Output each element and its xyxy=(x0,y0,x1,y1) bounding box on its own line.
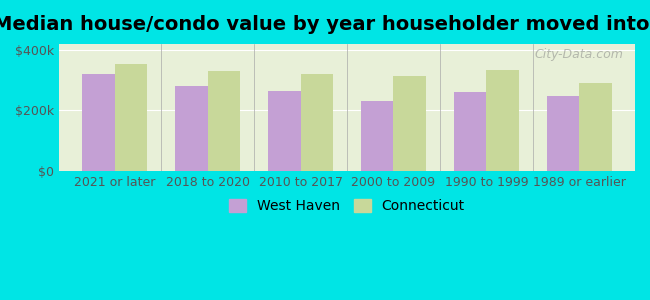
Bar xyxy=(393,76,426,171)
Bar xyxy=(454,92,486,171)
Bar xyxy=(82,74,115,171)
Bar xyxy=(207,71,240,171)
Bar xyxy=(486,70,519,171)
Bar xyxy=(175,86,207,171)
Bar xyxy=(300,74,333,171)
Bar xyxy=(361,101,393,171)
Title: Median house/condo value by year householder moved into unit: Median house/condo value by year househo… xyxy=(0,15,650,34)
Bar xyxy=(268,91,300,171)
Bar xyxy=(579,83,612,171)
Bar xyxy=(547,96,579,171)
Text: City-Data.com: City-Data.com xyxy=(534,48,623,61)
Legend: West Haven, Connecticut: West Haven, Connecticut xyxy=(225,195,469,217)
Bar xyxy=(115,64,148,171)
